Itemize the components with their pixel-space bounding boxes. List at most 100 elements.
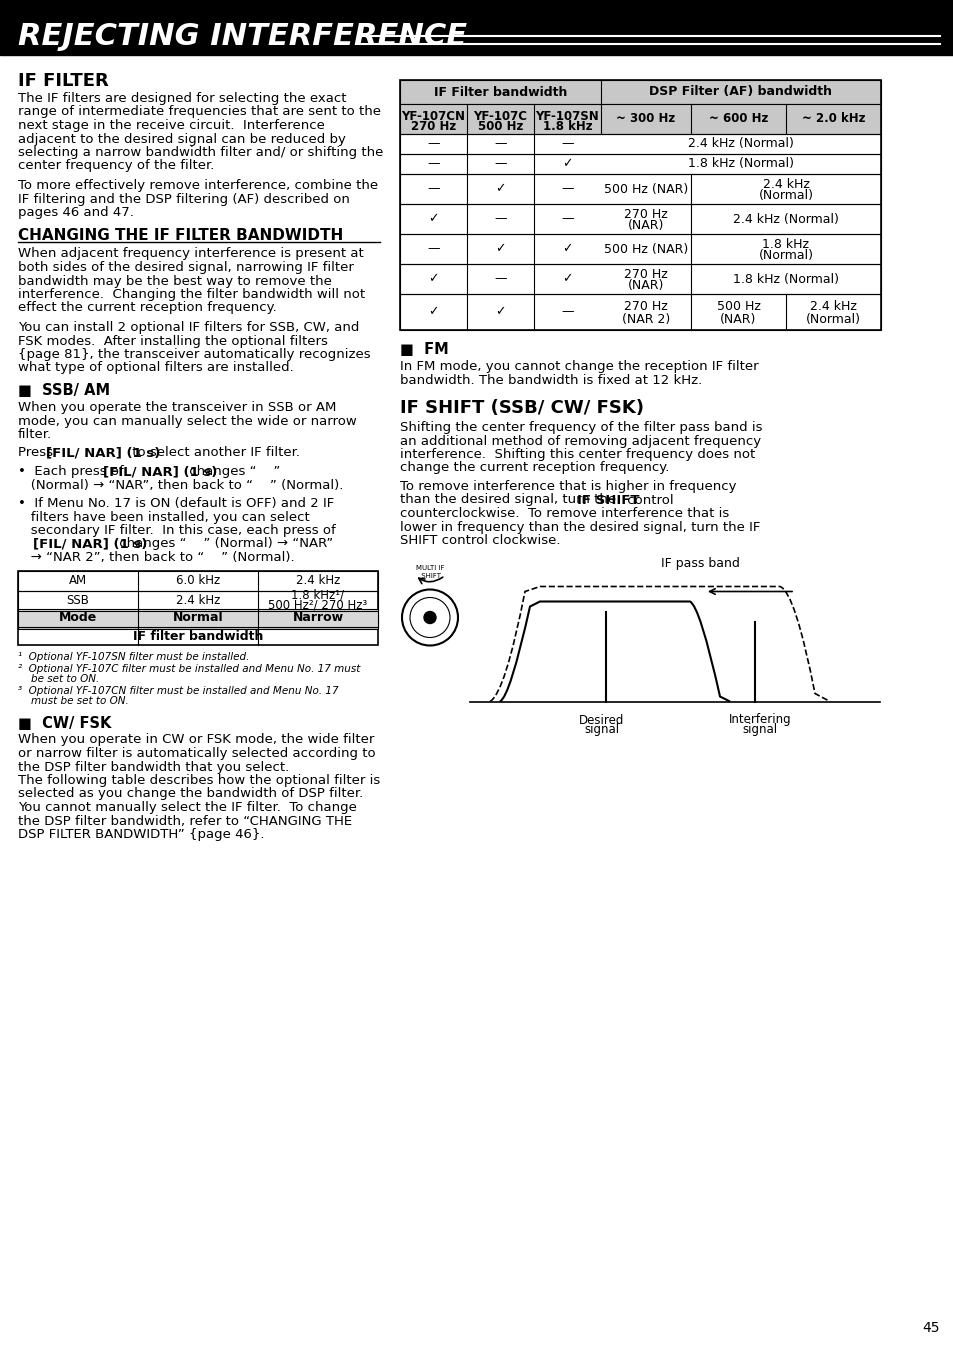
Text: 2.4 kHz: 2.4 kHz: [809, 300, 856, 313]
Text: To remove interference that is higher in frequency: To remove interference that is higher in…: [399, 480, 736, 493]
Text: You cannot manually select the IF filter.  To change: You cannot manually select the IF filter…: [18, 801, 356, 815]
Text: change the current reception frequency.: change the current reception frequency.: [399, 462, 669, 474]
Text: (Normal) → “NAR”, then back to “    ” (Normal).: (Normal) → “NAR”, then back to “ ” (Norm…: [18, 478, 343, 492]
Text: secondary IF filter.  In this case, each press of: secondary IF filter. In this case, each …: [18, 524, 335, 536]
Text: ✓: ✓: [561, 158, 572, 170]
Text: —: —: [427, 158, 439, 170]
Text: ✓: ✓: [428, 273, 438, 285]
Text: •  If Menu No. 17 is ON (default is OFF) and 2 IF: • If Menu No. 17 is ON (default is OFF) …: [18, 497, 334, 509]
Text: what type of optional filters are installed.: what type of optional filters are instal…: [18, 362, 294, 374]
Text: next stage in the receive circuit.  Interference: next stage in the receive circuit. Inter…: [18, 119, 325, 132]
Text: Normal: Normal: [172, 611, 223, 624]
Text: 270 Hz: 270 Hz: [411, 120, 456, 132]
Text: (NAR): (NAR): [627, 219, 663, 231]
Bar: [399, 80, 880, 330]
Text: selecting a narrow bandwidth filter and/ or shifting the: selecting a narrow bandwidth filter and/…: [18, 146, 383, 159]
Bar: [18, 612, 377, 628]
Text: —: —: [560, 212, 573, 226]
Text: ~ 600 Hz: ~ 600 Hz: [708, 112, 767, 126]
Text: —: —: [494, 273, 506, 285]
Text: YF-107CN: YF-107CN: [401, 109, 465, 123]
Text: •  Each press of: • Each press of: [18, 465, 128, 478]
Text: To more effectively remove interference, combine the: To more effectively remove interference,…: [18, 178, 377, 192]
Text: When you operate in CW or FSK mode, the wide filter: When you operate in CW or FSK mode, the …: [18, 734, 374, 747]
Text: bandwidth may be the best way to remove the: bandwidth may be the best way to remove …: [18, 274, 332, 288]
Text: ✓: ✓: [561, 273, 572, 285]
Text: ■  CW/ FSK: ■ CW/ FSK: [18, 716, 112, 731]
Text: the DSP filter bandwidth that you select.: the DSP filter bandwidth that you select…: [18, 761, 289, 774]
Text: than the desired signal, turn the: than the desired signal, turn the: [399, 493, 619, 507]
Text: IF filter bandwidth: IF filter bandwidth: [132, 630, 263, 643]
Text: selected as you change the bandwidth of DSP filter.: selected as you change the bandwidth of …: [18, 788, 363, 801]
Text: {page 81}, the transceiver automatically recognizes: {page 81}, the transceiver automatically…: [18, 349, 370, 361]
Text: Shifting the center frequency of the filter pass band is: Shifting the center frequency of the fil…: [399, 422, 761, 434]
Text: In FM mode, you cannot change the reception IF filter: In FM mode, you cannot change the recept…: [399, 359, 758, 373]
Bar: [399, 134, 880, 154]
Text: 2.4 kHz (Normal): 2.4 kHz (Normal): [732, 212, 838, 226]
Text: (Normal): (Normal): [758, 249, 813, 262]
Text: center frequency of the filter.: center frequency of the filter.: [18, 159, 214, 173]
Text: 1.8 kHz (Normal): 1.8 kHz (Normal): [732, 273, 838, 285]
Text: —: —: [494, 158, 506, 170]
Bar: [399, 295, 880, 330]
Text: ✓: ✓: [561, 242, 572, 255]
Text: 6.0 kHz: 6.0 kHz: [175, 574, 220, 586]
Text: YF-107SN: YF-107SN: [535, 109, 598, 123]
Text: interference.  Shifting this center frequency does not: interference. Shifting this center frequ…: [399, 449, 755, 461]
Text: counterclockwise.  To remove interference that is: counterclockwise. To remove interference…: [399, 507, 728, 520]
Bar: [18, 570, 377, 644]
Text: 500 Hz²/ 270 Hz³: 500 Hz²/ 270 Hz³: [268, 598, 367, 612]
Text: an additional method of removing adjacent frequency: an additional method of removing adjacen…: [399, 435, 760, 447]
Text: 1.8 kHz¹/: 1.8 kHz¹/: [291, 589, 344, 603]
Text: ✓: ✓: [495, 242, 505, 255]
Text: ✓: ✓: [495, 182, 505, 196]
Text: Interfering: Interfering: [728, 713, 790, 727]
Text: signal: signal: [741, 724, 777, 736]
Text: (Normal): (Normal): [805, 312, 861, 326]
Text: ²  Optional YF-107C filter must be installed and Menu No. 17 must: ² Optional YF-107C filter must be instal…: [18, 663, 360, 674]
Text: ³  Optional YF-107CN filter must be installed and Menu No. 17: ³ Optional YF-107CN filter must be insta…: [18, 685, 338, 696]
Text: MULTI IF
 SHIFT: MULTI IF SHIFT: [416, 566, 444, 578]
Bar: [399, 80, 880, 104]
Text: adjacent to the desired signal can be reduced by: adjacent to the desired signal can be re…: [18, 132, 346, 146]
Text: 500 Hz (NAR): 500 Hz (NAR): [603, 242, 687, 255]
Text: The following table describes how the optional filter is: The following table describes how the op…: [18, 774, 380, 788]
Text: —: —: [494, 212, 506, 226]
Text: 2.4 kHz (Normal): 2.4 kHz (Normal): [687, 138, 793, 150]
Text: lower in frequency than the desired signal, turn the IF: lower in frequency than the desired sign…: [399, 520, 760, 534]
Text: filters have been installed, you can select: filters have been installed, you can sel…: [18, 511, 310, 523]
Text: → “NAR 2”, then back to “    ” (Normal).: → “NAR 2”, then back to “ ” (Normal).: [18, 551, 294, 563]
Text: You can install 2 optional IF filters for SSB, CW, and: You can install 2 optional IF filters fo…: [18, 322, 359, 334]
Text: When adjacent frequency interference is present at: When adjacent frequency interference is …: [18, 247, 363, 261]
Text: ■  SSB/ AM: ■ SSB/ AM: [18, 382, 110, 399]
Text: ~ 2.0 kHz: ~ 2.0 kHz: [801, 112, 864, 126]
Bar: [399, 174, 880, 204]
Text: —: —: [560, 138, 573, 150]
Text: —: —: [560, 182, 573, 196]
Text: ✓: ✓: [428, 305, 438, 319]
Bar: [18, 590, 377, 611]
Text: the DSP filter bandwidth, refer to “CHANGING THE: the DSP filter bandwidth, refer to “CHAN…: [18, 815, 352, 828]
Text: When you operate the transceiver in SSB or AM: When you operate the transceiver in SSB …: [18, 401, 336, 413]
Text: —: —: [560, 305, 573, 319]
Text: filter.: filter.: [18, 428, 52, 440]
Text: 270 Hz: 270 Hz: [623, 208, 667, 222]
Text: 270 Hz: 270 Hz: [623, 300, 667, 313]
Text: both sides of the desired signal, narrowing IF filter: both sides of the desired signal, narrow…: [18, 261, 354, 274]
Text: control: control: [622, 493, 673, 507]
Text: IF SHIFT (SSB/ CW/ FSK): IF SHIFT (SSB/ CW/ FSK): [399, 399, 643, 417]
Text: (Normal): (Normal): [758, 189, 813, 201]
Text: must be set to ON.: must be set to ON.: [18, 697, 129, 707]
Bar: [399, 204, 880, 234]
Text: 500 Hz: 500 Hz: [477, 120, 522, 132]
Text: SHIFT control clockwise.: SHIFT control clockwise.: [399, 534, 560, 547]
Text: DSP Filter (AF) bandwidth: DSP Filter (AF) bandwidth: [649, 85, 832, 99]
Text: 1.8 kHz: 1.8 kHz: [542, 120, 592, 132]
Text: [FIL/ NAR] (1 s): [FIL/ NAR] (1 s): [33, 538, 147, 550]
Text: —: —: [427, 138, 439, 150]
Text: IF filtering and the DSP filtering (AF) described on: IF filtering and the DSP filtering (AF) …: [18, 192, 350, 205]
Text: ✓: ✓: [495, 305, 505, 319]
Circle shape: [423, 612, 436, 624]
Text: —: —: [427, 242, 439, 255]
Bar: [18, 570, 377, 590]
